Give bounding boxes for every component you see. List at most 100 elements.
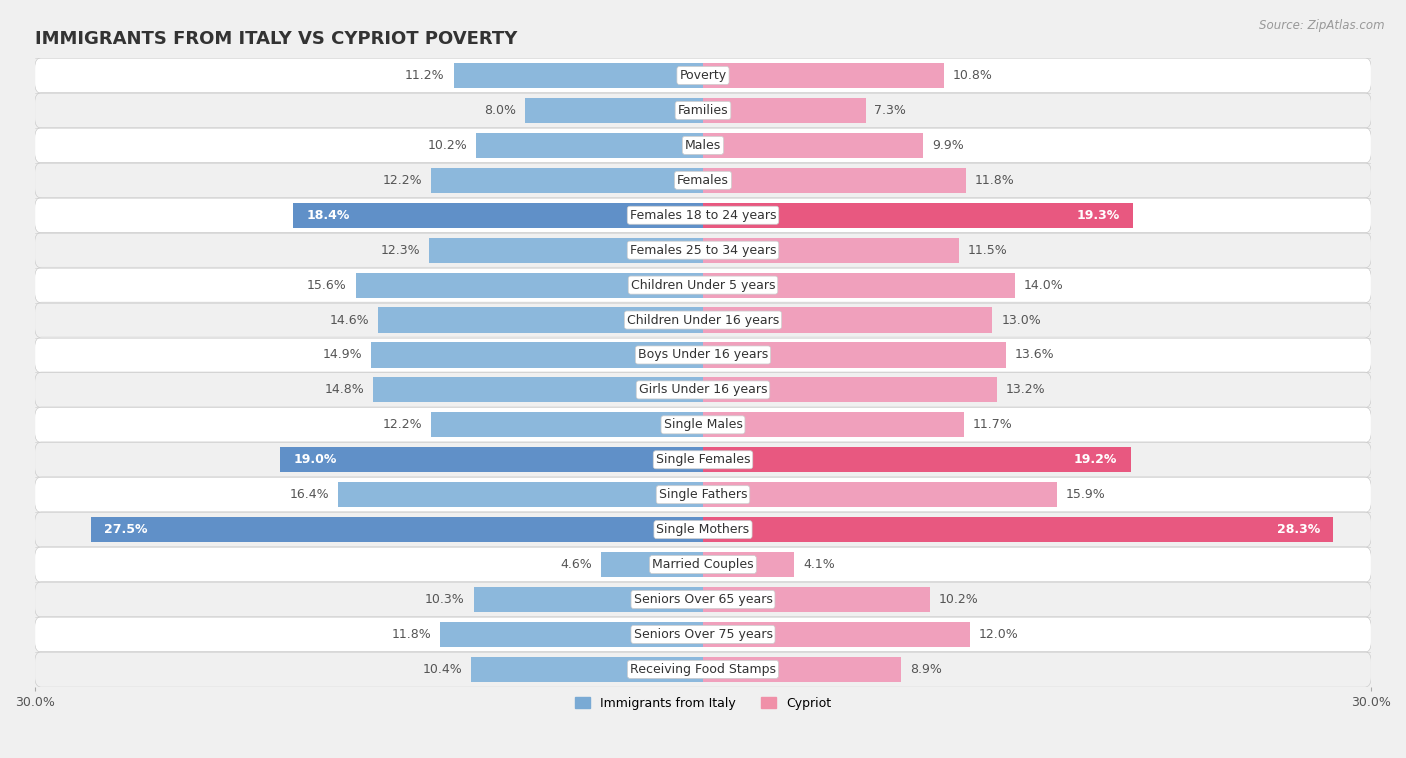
Text: 11.8%: 11.8% — [974, 174, 1014, 186]
Bar — [703, 343, 1005, 368]
Bar — [703, 168, 966, 193]
FancyBboxPatch shape — [35, 477, 1371, 512]
Bar — [378, 308, 703, 333]
Text: 14.9%: 14.9% — [322, 349, 363, 362]
Bar — [432, 168, 703, 193]
FancyBboxPatch shape — [35, 652, 1371, 688]
Text: Single Mothers: Single Mothers — [657, 523, 749, 536]
Bar — [432, 412, 703, 437]
Text: 19.3%: 19.3% — [1076, 208, 1119, 222]
Text: 8.0%: 8.0% — [484, 104, 516, 117]
Text: 9.9%: 9.9% — [932, 139, 965, 152]
Bar — [475, 133, 703, 158]
Bar — [703, 237, 959, 263]
Text: Females 25 to 34 years: Females 25 to 34 years — [630, 243, 776, 257]
Text: 4.1%: 4.1% — [803, 558, 835, 571]
Text: 8.9%: 8.9% — [910, 662, 942, 676]
Bar — [90, 517, 703, 542]
Text: Single Fathers: Single Fathers — [659, 488, 747, 501]
Bar — [280, 447, 703, 472]
Bar — [703, 63, 943, 88]
Text: Poverty: Poverty — [679, 69, 727, 82]
Bar — [703, 517, 1333, 542]
FancyBboxPatch shape — [35, 92, 1371, 128]
Text: Boys Under 16 years: Boys Under 16 years — [638, 349, 768, 362]
FancyBboxPatch shape — [35, 581, 1371, 617]
Bar — [374, 377, 703, 402]
Bar — [703, 377, 997, 402]
Bar — [703, 587, 931, 612]
Text: Children Under 5 years: Children Under 5 years — [631, 279, 775, 292]
Text: 11.8%: 11.8% — [392, 628, 432, 641]
Bar — [703, 98, 866, 123]
Text: 7.3%: 7.3% — [875, 104, 907, 117]
Bar — [337, 482, 703, 507]
FancyBboxPatch shape — [35, 407, 1371, 443]
Bar — [454, 63, 703, 88]
Text: 13.6%: 13.6% — [1015, 349, 1054, 362]
FancyBboxPatch shape — [35, 512, 1371, 547]
Bar — [703, 656, 901, 682]
FancyBboxPatch shape — [35, 372, 1371, 408]
Text: Females 18 to 24 years: Females 18 to 24 years — [630, 208, 776, 222]
Text: 12.2%: 12.2% — [382, 174, 422, 186]
Bar — [703, 622, 970, 647]
Text: 11.2%: 11.2% — [405, 69, 444, 82]
Text: Single Males: Single Males — [664, 418, 742, 431]
FancyBboxPatch shape — [35, 268, 1371, 303]
Bar — [471, 656, 703, 682]
Bar — [600, 552, 703, 577]
Text: Girls Under 16 years: Girls Under 16 years — [638, 384, 768, 396]
Bar — [703, 133, 924, 158]
Bar — [371, 343, 703, 368]
Text: 10.2%: 10.2% — [427, 139, 467, 152]
Text: 12.0%: 12.0% — [979, 628, 1019, 641]
Text: 11.7%: 11.7% — [973, 418, 1012, 431]
Bar — [703, 308, 993, 333]
Bar — [703, 482, 1057, 507]
Text: 18.4%: 18.4% — [307, 208, 350, 222]
Bar — [703, 412, 963, 437]
Text: 4.6%: 4.6% — [560, 558, 592, 571]
Text: 14.6%: 14.6% — [329, 314, 368, 327]
FancyBboxPatch shape — [35, 442, 1371, 478]
FancyBboxPatch shape — [35, 233, 1371, 268]
Text: 14.0%: 14.0% — [1024, 279, 1063, 292]
Text: 10.2%: 10.2% — [939, 593, 979, 606]
Text: 11.5%: 11.5% — [967, 243, 1008, 257]
Text: IMMIGRANTS FROM ITALY VS CYPRIOT POVERTY: IMMIGRANTS FROM ITALY VS CYPRIOT POVERTY — [35, 30, 517, 49]
Text: Females: Females — [678, 174, 728, 186]
Text: 10.3%: 10.3% — [425, 593, 465, 606]
Bar — [524, 98, 703, 123]
Text: 12.2%: 12.2% — [382, 418, 422, 431]
Bar — [703, 552, 794, 577]
FancyBboxPatch shape — [35, 127, 1371, 163]
Text: 28.3%: 28.3% — [1277, 523, 1320, 536]
Text: Males: Males — [685, 139, 721, 152]
Text: Source: ZipAtlas.com: Source: ZipAtlas.com — [1260, 19, 1385, 32]
FancyBboxPatch shape — [35, 162, 1371, 198]
Text: 13.2%: 13.2% — [1005, 384, 1046, 396]
Text: Seniors Over 65 years: Seniors Over 65 years — [634, 593, 772, 606]
Bar — [703, 202, 1133, 228]
Text: 16.4%: 16.4% — [290, 488, 329, 501]
Text: Seniors Over 75 years: Seniors Over 75 years — [634, 628, 772, 641]
Text: 27.5%: 27.5% — [104, 523, 148, 536]
FancyBboxPatch shape — [35, 337, 1371, 373]
Text: 15.6%: 15.6% — [307, 279, 347, 292]
Text: Receiving Food Stamps: Receiving Food Stamps — [630, 662, 776, 676]
Text: 10.4%: 10.4% — [423, 662, 463, 676]
Legend: Immigrants from Italy, Cypriot: Immigrants from Italy, Cypriot — [569, 692, 837, 715]
Text: 10.8%: 10.8% — [952, 69, 993, 82]
Text: Single Females: Single Females — [655, 453, 751, 466]
Text: 19.0%: 19.0% — [294, 453, 336, 466]
FancyBboxPatch shape — [35, 197, 1371, 233]
FancyBboxPatch shape — [35, 58, 1371, 93]
Text: 15.9%: 15.9% — [1066, 488, 1105, 501]
Text: Children Under 16 years: Children Under 16 years — [627, 314, 779, 327]
Bar — [440, 622, 703, 647]
Bar — [294, 202, 703, 228]
Text: Married Couples: Married Couples — [652, 558, 754, 571]
Bar — [429, 237, 703, 263]
FancyBboxPatch shape — [35, 616, 1371, 652]
